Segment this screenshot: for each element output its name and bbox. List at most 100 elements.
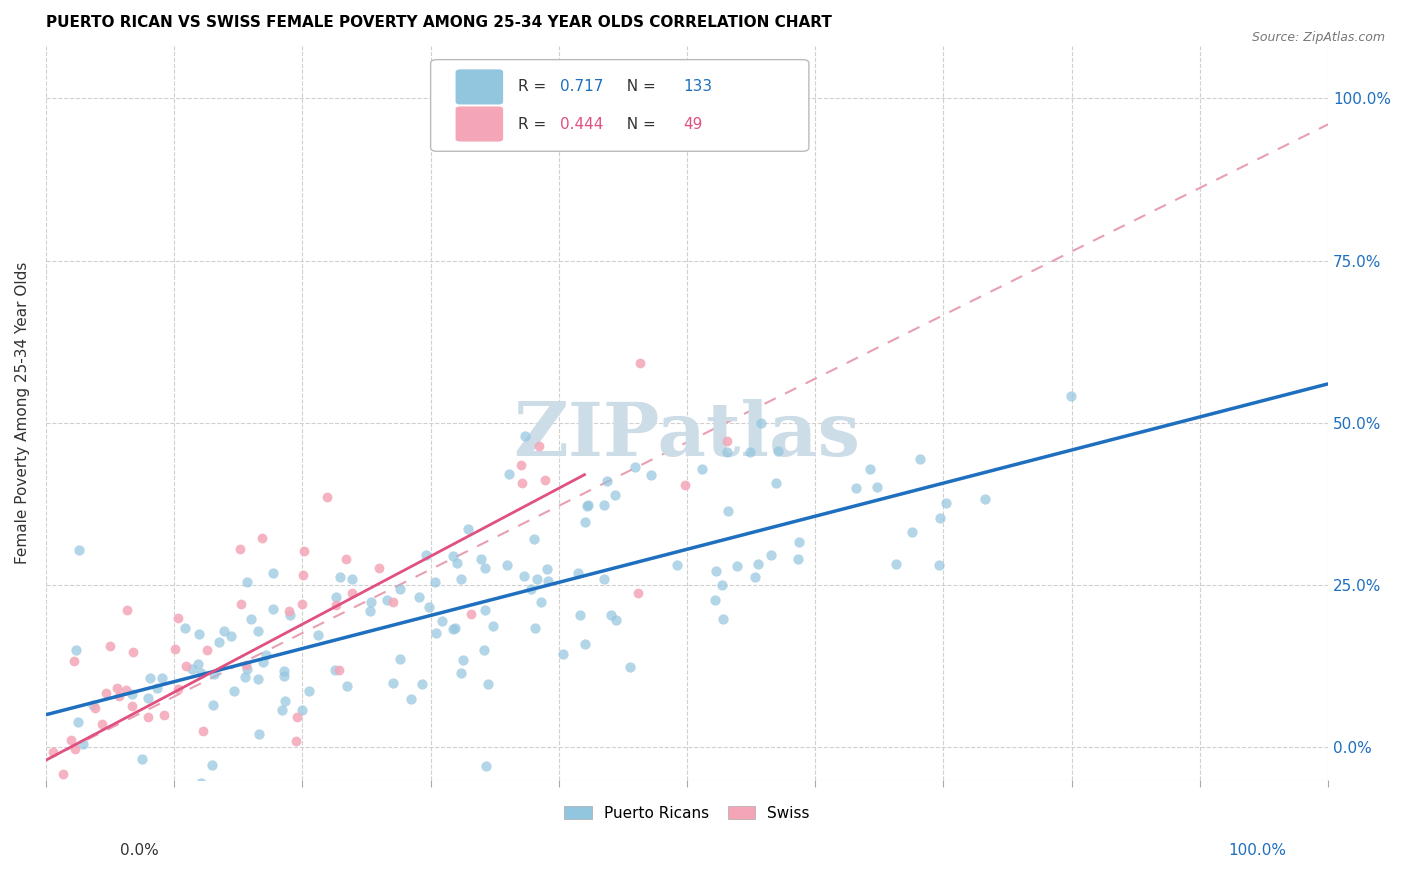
- Point: [510, 475, 533, 490]
- Text: N =: N =: [617, 117, 661, 131]
- Point: [619, 660, 641, 674]
- Point: [122, 645, 145, 659]
- Text: R =: R =: [517, 79, 551, 95]
- Point: [94, 686, 117, 700]
- Point: [63, 742, 86, 756]
- Point: [716, 445, 738, 459]
- Text: 49: 49: [683, 117, 703, 131]
- Point: [411, 677, 433, 691]
- Point: [117, 603, 139, 617]
- Point: [717, 503, 740, 517]
- Point: [603, 488, 626, 502]
- Point: [568, 608, 591, 623]
- Text: 100.0%: 100.0%: [1229, 843, 1286, 858]
- Point: [690, 462, 713, 476]
- Text: 0.0%: 0.0%: [120, 843, 159, 858]
- Point: [749, 417, 772, 431]
- Point: [744, 570, 766, 584]
- Point: [145, 681, 167, 696]
- Y-axis label: Female Poverty Among 25-34 Year Olds: Female Poverty Among 25-34 Year Olds: [15, 262, 30, 565]
- Point: [495, 558, 517, 573]
- Text: N =: N =: [617, 79, 661, 95]
- Point: [174, 621, 197, 635]
- Point: [747, 558, 769, 572]
- Point: [523, 533, 546, 547]
- Point: [536, 562, 558, 576]
- Point: [665, 558, 688, 572]
- Point: [389, 651, 412, 665]
- Point: [98, 639, 121, 653]
- Point: [291, 598, 314, 612]
- Point: [284, 734, 307, 748]
- Point: [247, 624, 270, 638]
- Point: [576, 498, 599, 512]
- Point: [278, 608, 301, 623]
- Text: Source: ZipAtlas.com: Source: ZipAtlas.com: [1251, 31, 1385, 45]
- Point: [973, 491, 995, 506]
- Point: [329, 570, 352, 584]
- Point: [325, 590, 347, 604]
- Point: [252, 655, 274, 669]
- Point: [60, 732, 83, 747]
- Point: [262, 566, 284, 580]
- Point: [512, 569, 534, 583]
- Point: [278, 604, 301, 618]
- Point: [190, 776, 212, 790]
- Point: [673, 478, 696, 492]
- Point: [475, 758, 498, 772]
- Point: [432, 614, 454, 628]
- Point: [131, 752, 153, 766]
- FancyBboxPatch shape: [457, 107, 502, 141]
- Point: [270, 703, 292, 717]
- Text: R =: R =: [517, 117, 551, 131]
- Point: [935, 496, 957, 510]
- Point: [866, 480, 889, 494]
- Point: [105, 681, 128, 695]
- Point: [845, 482, 868, 496]
- Point: [191, 724, 214, 739]
- Point: [115, 682, 138, 697]
- Point: [425, 626, 447, 640]
- Legend: Puerto Ricans, Swiss: Puerto Ricans, Swiss: [558, 799, 815, 827]
- Point: [187, 627, 209, 641]
- Point: [285, 710, 308, 724]
- Point: [600, 607, 623, 622]
- Point: [360, 594, 382, 608]
- Point: [240, 612, 263, 626]
- Point: [534, 473, 557, 487]
- Point: [167, 611, 190, 625]
- Point: [451, 653, 474, 667]
- Point: [740, 445, 762, 459]
- Point: [65, 643, 87, 657]
- Point: [323, 663, 346, 677]
- Point: [477, 677, 499, 691]
- Point: [457, 522, 479, 536]
- Point: [235, 662, 257, 676]
- Point: [441, 623, 464, 637]
- Point: [574, 515, 596, 529]
- Point: [307, 628, 329, 642]
- Point: [704, 564, 727, 578]
- Point: [1060, 389, 1083, 403]
- Point: [713, 611, 735, 625]
- Point: [153, 707, 176, 722]
- Point: [121, 687, 143, 701]
- Point: [235, 575, 257, 590]
- Point: [727, 559, 749, 574]
- Point: [298, 683, 321, 698]
- Point: [67, 543, 90, 558]
- Text: PUERTO RICAN VS SWISS FEMALE POVERTY AMONG 25-34 YEAR OLDS CORRELATION CHART: PUERTO RICAN VS SWISS FEMALE POVERTY AMO…: [46, 15, 832, 30]
- Point: [195, 643, 218, 657]
- Point: [595, 474, 617, 488]
- Point: [176, 659, 198, 673]
- Point: [515, 428, 537, 442]
- Point: [273, 669, 295, 683]
- Point: [91, 717, 114, 731]
- Point: [139, 671, 162, 685]
- Point: [208, 634, 231, 648]
- Point: [537, 574, 560, 589]
- Point: [150, 671, 173, 685]
- Point: [408, 590, 430, 604]
- Point: [200, 757, 222, 772]
- Point: [136, 709, 159, 723]
